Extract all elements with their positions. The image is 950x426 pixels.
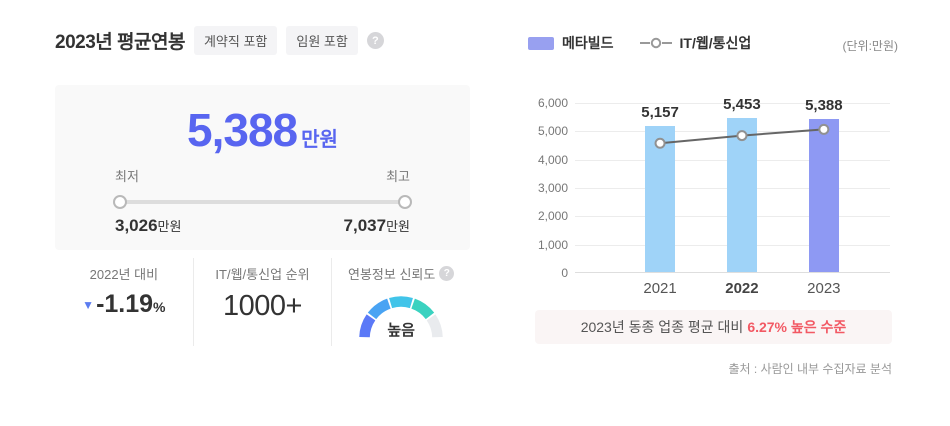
decrease-arrow-icon: ▼ xyxy=(82,298,95,312)
min-label: 최저 xyxy=(115,169,139,184)
help-icon[interactable]: ? xyxy=(366,32,384,49)
legend-item-industry: IT/웹/통신업 xyxy=(639,33,752,53)
y-tick-label: 5,000 xyxy=(537,124,568,139)
bar-value-label: 5,388 xyxy=(805,97,843,115)
bar-2022 xyxy=(726,117,757,272)
rank-value: 1000+ xyxy=(223,290,302,322)
y-tick-label: 3,000 xyxy=(537,181,568,195)
reliability-gauge: 높음 xyxy=(353,290,449,340)
average-salary-unit: 만원 xyxy=(301,129,338,151)
bar-swatch-icon xyxy=(528,36,554,50)
caption-prefix: 2023년 동종 업종 평균 대비 xyxy=(580,319,744,335)
source-note: 출처 : 사람인 내부 수집자료 분석 xyxy=(728,362,892,376)
x-label-2022: 2022 xyxy=(725,280,759,297)
yoy-label: 2022년 대비 xyxy=(89,267,159,282)
plot-area: 5,157 5,453 5,388 xyxy=(575,96,890,273)
gauge-segment xyxy=(389,296,414,309)
bar-2023 xyxy=(808,119,839,272)
gauge-segment xyxy=(367,298,392,320)
badge-contract-included: 계약직 포함 xyxy=(193,26,278,55)
industry-average-line xyxy=(654,123,830,149)
line-marker xyxy=(736,130,748,142)
salary-range-slider xyxy=(113,195,412,209)
stats-row: 2022년 대비 ▼-1.19% IT/웹/통신업 순위 1000+ 연봉정보 … xyxy=(55,258,470,346)
y-axis-labels: 0 1,000 2,000 3,000 4,000 5,000 6,000 xyxy=(510,96,568,280)
y-tick-label: 6,000 xyxy=(537,96,568,110)
bar-value-label: 5,157 xyxy=(641,103,679,121)
average-salary-value: 5,388 xyxy=(187,104,298,156)
caption-highlight: 6.27% 높은 수준 xyxy=(747,319,847,335)
x-axis-labels: 2021 2022 2023 xyxy=(575,280,890,300)
slider-handle-min[interactable] xyxy=(113,195,127,209)
legend-company-label: 메타빌드 xyxy=(562,35,614,51)
min-max-values: 3,026만원 7,037만원 xyxy=(115,216,410,236)
badge-executives-included: 임원 포함 xyxy=(286,26,358,55)
stat-yoy: 2022년 대비 ▼-1.19% xyxy=(55,258,193,346)
legend-industry-label: IT/웹/통신업 xyxy=(679,35,752,51)
x-label-2023: 2023 xyxy=(807,280,841,297)
line-marker xyxy=(654,137,666,149)
legend-item-company: 메타빌드 xyxy=(528,33,614,53)
industry-comparison-caption: 2023년 동종 업종 평균 대비 6.27% 높은 수준 xyxy=(535,310,892,344)
gauge-segment xyxy=(426,314,443,338)
gridline xyxy=(575,103,890,104)
gauge-segment xyxy=(359,314,376,338)
y-tick-label: 2,000 xyxy=(537,209,568,224)
min-value: 3,026만원 xyxy=(115,216,182,235)
yoy-value: ▼-1.19% xyxy=(82,290,166,318)
gauge-arc-icon xyxy=(359,296,443,338)
stat-industry-rank: IT/웹/통신업 순위 1000+ xyxy=(192,258,332,346)
gauge-segment xyxy=(411,298,435,320)
line-marker xyxy=(818,123,830,135)
min-max-labels: 최저 최고 xyxy=(115,166,410,185)
reliability-help-icon[interactable]: ? xyxy=(439,266,455,281)
max-value: 7,037만원 xyxy=(343,216,410,235)
rank-label: IT/웹/통신업 순위 xyxy=(215,267,310,282)
salary-header: 2023년 평균연봉 계약직 포함 임원 포함 ? xyxy=(55,26,384,55)
slider-handle-max[interactable] xyxy=(398,195,412,209)
average-salary-value-row: 5,388 만원 xyxy=(55,85,470,157)
unit-note: (단위:만원) xyxy=(842,39,899,53)
bar-value-label: 5,453 xyxy=(723,95,761,113)
x-label-2021: 2021 xyxy=(643,280,677,297)
y-tick-label: 0 xyxy=(561,266,568,280)
chart-legend: 메타빌드 IT/웹/통신업 xyxy=(528,33,751,53)
reliability-level: 높음 xyxy=(387,322,415,339)
bar-2021 xyxy=(645,125,676,272)
max-label: 최고 xyxy=(386,169,410,184)
stat-reliability: 연봉정보 신뢰도 ? 높음 xyxy=(331,258,470,346)
line-marker-icon xyxy=(639,37,672,49)
page-title: 2023년 평균연봉 xyxy=(55,32,185,53)
y-tick-label: 1,000 xyxy=(537,237,568,252)
y-tick-label: 4,000 xyxy=(537,152,568,167)
salary-trend-chart: 0 1,000 2,000 3,000 4,000 5,000 6,000 5,157 5,4… xyxy=(510,95,910,310)
average-salary-card: 5,388 만원 최저 최고 3,026만원 7,037만원 xyxy=(55,85,470,250)
slider-track xyxy=(115,200,410,204)
reliability-label: 연봉정보 신뢰도 ? xyxy=(332,264,470,283)
